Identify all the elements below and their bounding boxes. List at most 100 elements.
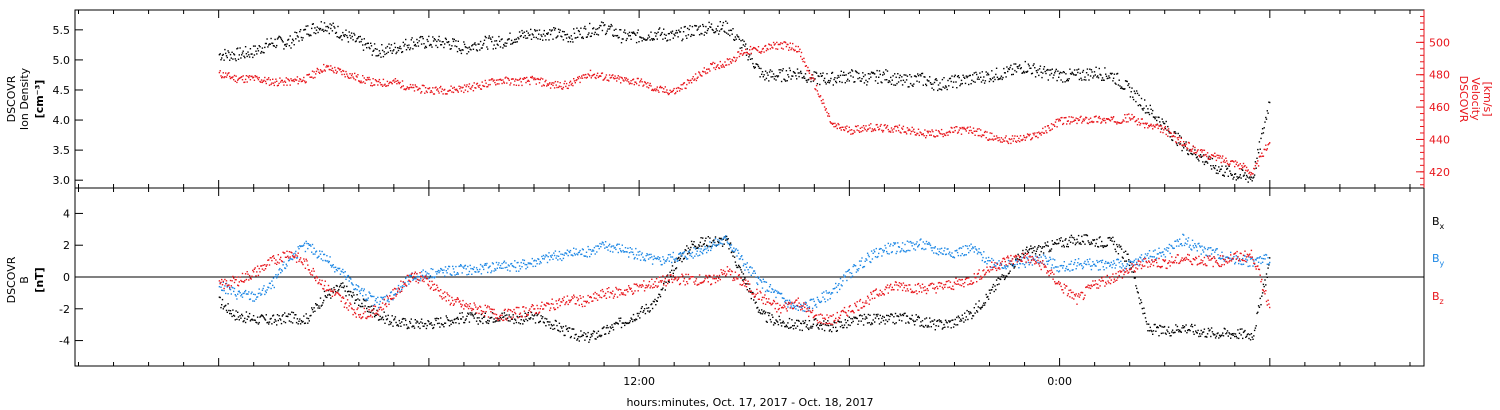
field-point-by <box>658 258 660 261</box>
field-point-bx <box>445 315 447 317</box>
velocity-point <box>679 88 682 90</box>
field-point-bx <box>884 323 886 325</box>
field-point-bx <box>461 312 463 314</box>
density-point <box>757 65 760 68</box>
density-point <box>384 53 386 56</box>
velocity-point <box>1161 127 1163 129</box>
velocity-point <box>362 81 365 83</box>
field-point-by <box>660 264 662 266</box>
field-point-bx <box>375 314 377 316</box>
velocity-point <box>629 82 631 84</box>
field-point-bx <box>649 310 651 312</box>
field-point-bx <box>671 269 673 272</box>
field-point-bx <box>674 261 676 263</box>
velocity-point <box>375 79 377 82</box>
field-point-bx <box>432 327 434 330</box>
field-point-by <box>444 275 446 277</box>
velocity-point <box>456 88 458 90</box>
density-point <box>1075 74 1077 76</box>
field-point-by <box>698 254 701 256</box>
density-point <box>792 71 795 73</box>
velocity-point <box>999 139 1001 141</box>
field-point-bx <box>925 317 928 319</box>
density-point <box>383 51 385 53</box>
density-point <box>1202 161 1204 163</box>
velocity-tick-label: 480 <box>1429 69 1450 82</box>
field-point-by <box>290 258 292 260</box>
density-point <box>344 34 346 36</box>
velocity-point <box>1187 141 1190 144</box>
density-point <box>363 38 365 40</box>
density-point <box>908 86 910 88</box>
velocity-point <box>785 45 788 48</box>
density-point <box>407 46 409 49</box>
field-point-bx <box>751 291 753 294</box>
velocity-point <box>1172 135 1175 137</box>
field-point-bx <box>1066 243 1069 245</box>
field-point-bx <box>354 299 357 301</box>
density-point <box>742 44 745 46</box>
field-point-bx <box>1159 324 1161 327</box>
density-point <box>355 40 357 42</box>
velocity-point <box>1265 149 1268 151</box>
density-point <box>1084 76 1086 78</box>
field-point-bx <box>491 316 493 319</box>
field-point-by <box>788 299 791 301</box>
velocity-point <box>649 82 651 85</box>
density-point <box>503 43 505 46</box>
density-point <box>854 81 856 83</box>
field-point-bx <box>621 322 623 324</box>
field-point-bx <box>1194 324 1196 326</box>
field-point-bx <box>660 288 662 291</box>
velocity-point <box>454 88 456 91</box>
field-point-by <box>481 265 483 267</box>
density-point <box>885 69 887 71</box>
density-point <box>624 29 626 31</box>
field-point-bx <box>1086 234 1089 237</box>
field-point-by <box>466 274 468 276</box>
velocity-point <box>705 72 707 75</box>
field-point-by <box>824 301 827 303</box>
velocity-point <box>534 78 537 81</box>
field-point-bx <box>967 318 969 321</box>
density-point <box>790 78 792 80</box>
field-point-bx <box>1252 338 1254 340</box>
density-point <box>444 37 447 39</box>
velocity-point <box>830 122 832 124</box>
velocity-point <box>1007 141 1009 143</box>
field-point-bx <box>780 322 782 324</box>
field-point-by <box>754 272 756 274</box>
field-point-by <box>273 286 275 289</box>
field-point-bx <box>1001 274 1003 276</box>
density-point <box>537 38 539 40</box>
density-point <box>303 29 305 31</box>
density-point <box>965 75 967 77</box>
density-point <box>1263 127 1265 129</box>
velocity-point <box>1099 117 1101 120</box>
field-point-bx <box>226 311 228 313</box>
field-point-by <box>725 235 727 237</box>
field-point-bx <box>1222 332 1224 334</box>
field-point-bx <box>821 328 823 330</box>
density-point <box>1169 136 1171 138</box>
density-point <box>442 41 444 43</box>
density-point <box>722 21 725 24</box>
velocity-point <box>711 63 713 65</box>
field-point-by <box>315 251 317 253</box>
field-point-bx <box>499 316 502 319</box>
field-point-bx <box>752 291 754 294</box>
field-point-by <box>644 260 647 262</box>
velocity-point <box>233 74 236 77</box>
field-point-bx <box>1206 336 1208 338</box>
density-point <box>227 50 229 52</box>
velocity-point <box>956 132 959 134</box>
density-point <box>335 31 338 34</box>
density-point <box>1026 70 1029 72</box>
velocity-point <box>366 79 368 81</box>
density-point <box>772 76 774 78</box>
density-point <box>1156 119 1158 122</box>
field-point-bx <box>274 318 276 321</box>
field-point-bx <box>1042 246 1044 248</box>
density-point <box>737 35 739 38</box>
velocity-point <box>1168 131 1171 133</box>
